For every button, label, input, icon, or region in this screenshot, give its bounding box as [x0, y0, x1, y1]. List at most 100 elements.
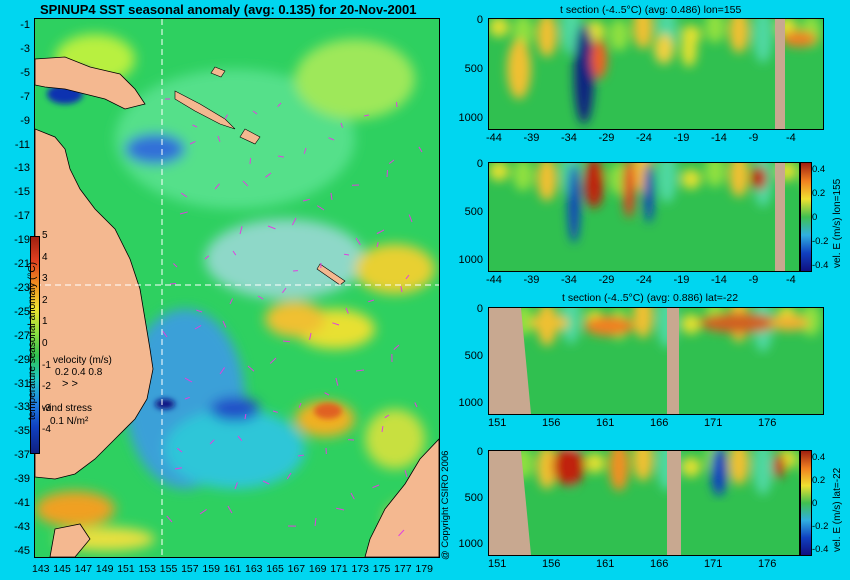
section-x-tick-label: 176	[758, 417, 777, 429]
lat-tick-label: -21	[14, 258, 30, 270]
section-canvas	[489, 163, 799, 271]
section-x-tick-label: -39	[523, 132, 540, 144]
lat-tick-label: -25	[14, 305, 30, 318]
velocity-arrow	[302, 198, 310, 202]
velocity-arrow	[272, 410, 278, 413]
velocity-arrow	[277, 102, 282, 108]
section-x-tick-label: 156	[542, 417, 561, 429]
velocity-arrow	[232, 250, 237, 256]
map-colorbar-label: temperature seasonal anomaly (°C)	[27, 262, 38, 420]
velocity-arrow	[217, 135, 221, 142]
map-title: SPINUP4 SST seasonal anomaly (avg: 0.135…	[40, 2, 417, 17]
velocity-arrow	[162, 331, 168, 338]
depth-tick-label: 500	[464, 350, 483, 362]
velocity-arrow	[314, 517, 317, 527]
lat-tick-label: -11	[14, 138, 30, 151]
land-new-guinea	[35, 56, 146, 110]
velocity-arrow	[340, 122, 344, 128]
velocity-arrow	[408, 214, 413, 223]
land-tasmania	[49, 523, 91, 557]
lat-tick-label: -43	[14, 520, 30, 533]
section-x-tick-label: -4	[786, 132, 796, 144]
velocity-arrow	[227, 505, 233, 514]
velocity-legend-values: 0.2 0.4 0.8	[55, 367, 103, 378]
depth-tick-label: 0	[476, 158, 483, 170]
velocity-arrow	[209, 439, 215, 445]
depth-tick-label: 0	[476, 14, 483, 26]
velocity-arrow	[345, 307, 349, 314]
panel3-title: t section (-4..5°C) (avg: 0.886) lat=-22	[562, 292, 739, 304]
section-x-tick-label: 176	[758, 558, 777, 570]
velocity-colorbar-tick: -0.2	[812, 521, 829, 532]
velocity-arrow	[364, 114, 370, 117]
lon-tick-label: 153	[138, 563, 157, 575]
section-x-tick-label: -44	[486, 274, 502, 286]
velocity-arrow	[303, 147, 307, 154]
velocity-label-lon155: vel. E (m/s) lon=155	[832, 178, 843, 268]
map-colorbar	[30, 236, 40, 454]
velocity-arrow	[298, 402, 302, 408]
velocity-legend-arrows: > >	[62, 378, 78, 390]
velocity-arrow	[388, 159, 395, 165]
lon-tick-label: 159	[202, 563, 220, 575]
land-mask	[667, 451, 681, 555]
velocity-arrow	[269, 357, 277, 364]
lon-tick-label: 157	[181, 563, 199, 575]
velocity-arrow	[189, 141, 196, 145]
velocity-arrow	[194, 325, 202, 330]
lon-tick-label: 165	[266, 563, 284, 575]
lon-tick-label: 167	[287, 563, 306, 575]
velocity-arrow	[257, 295, 264, 300]
velocity-arrow	[229, 298, 233, 305]
section-x-tick-label: -9	[748, 274, 759, 286]
velocity-arrow	[234, 482, 238, 490]
colorbar-tick-label: 4	[42, 251, 48, 263]
section-x-tick-label: 156	[542, 558, 561, 570]
lat-tick-label: -39	[14, 473, 30, 486]
velocity-arrow	[335, 377, 339, 386]
land-solomon-islands	[174, 90, 236, 130]
section-canvas	[489, 19, 823, 129]
velocity-legend-title: velocity (m/s)	[53, 355, 112, 366]
section-x-tick-label: -14	[711, 132, 727, 144]
velocity-arrow	[376, 242, 379, 248]
lat-tick-label: -15	[14, 186, 30, 199]
lon-tick-label: 145	[53, 563, 71, 575]
wind-legend-value: 0.1 N/m²	[50, 416, 89, 427]
lon-tick-label: 161	[223, 563, 242, 575]
lon-tick-label: 143	[32, 563, 50, 575]
velocity-arrow	[277, 155, 284, 158]
lat-tick-label: -17	[14, 210, 30, 223]
velocity-colorbar-lat22	[800, 450, 812, 556]
colorbar-tick-label: 3	[42, 273, 48, 285]
lat-tick-label: -31	[14, 377, 30, 390]
velocity-arrow	[317, 205, 325, 211]
velocity-arrow	[237, 435, 243, 441]
depth-tick-label: 500	[464, 492, 483, 504]
section-x-tick-label: -14	[711, 274, 727, 286]
lon-tick-label: 173	[351, 563, 370, 575]
lat-tick-label: -27	[14, 329, 30, 342]
velocity-label-lat22: vel. E (m/s) lat=-22	[832, 467, 843, 552]
velocity-arrow	[199, 509, 207, 515]
lon-tick-label: 171	[330, 563, 348, 575]
land-mask	[775, 163, 785, 271]
depth-tick-label: 1000	[458, 538, 483, 550]
lat-tick-label: -29	[14, 353, 30, 366]
section-canvas	[489, 451, 799, 555]
velocity-arrow	[177, 447, 183, 453]
lat-tick-label: -19	[14, 234, 30, 247]
section-x-tick-label: 166	[650, 558, 669, 570]
land-mask	[775, 19, 785, 129]
velocity-arrow	[324, 392, 330, 396]
panel1-title: t section (-4..5°C) (avg: 0.486) lon=155	[560, 4, 742, 16]
velocity-colorbar-tick: 0.4	[812, 164, 826, 175]
colorbar-tick-label: 2	[42, 294, 48, 306]
velocity-arrow	[222, 320, 227, 328]
velocity-arrow	[174, 467, 182, 470]
velocity-arrow	[286, 472, 292, 480]
section-x-tick-label: 161	[596, 417, 615, 429]
lat-tick-label: -23	[14, 281, 30, 294]
velocity-arrow	[242, 180, 249, 187]
velocity-arrow	[267, 225, 276, 230]
